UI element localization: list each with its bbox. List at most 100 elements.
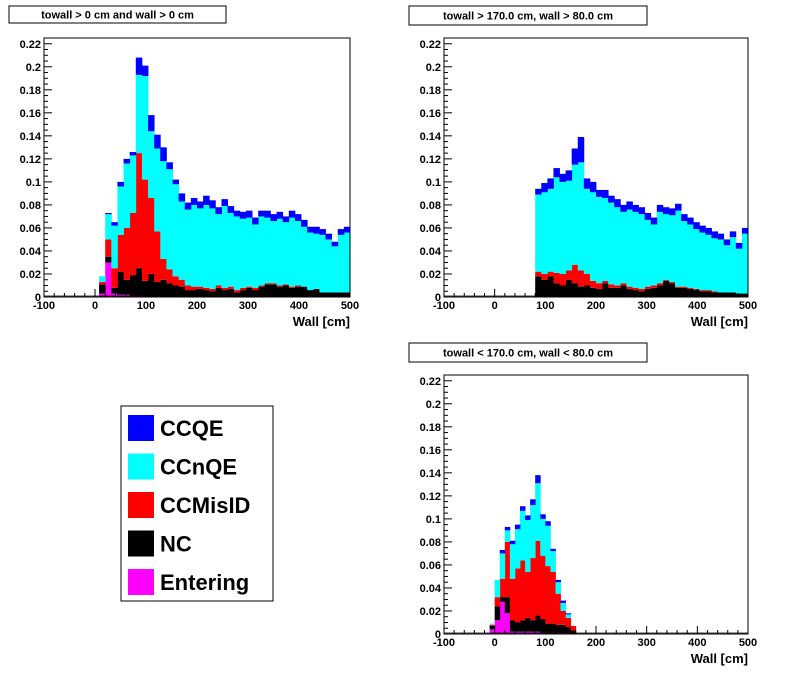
bar-ccnqe-4 (559, 181, 566, 274)
bar-ccnqe-8 (583, 188, 591, 274)
bar-nc-10 (105, 256, 112, 263)
bar-ccnqe-30 (717, 239, 725, 293)
bar-ccmisid-20 (656, 283, 664, 286)
bar-ccmisid-16 (570, 625, 577, 631)
bar-ccmisid-24 (190, 286, 198, 291)
bar-ccmisid-0 (489, 624, 496, 626)
bar-ccnqe-14 (560, 602, 566, 611)
bar-ccqe-6 (571, 148, 579, 165)
bar-nc-35 (258, 286, 265, 297)
bar-ccqe-14 (560, 600, 566, 603)
bar-ccmisid-20 (166, 269, 173, 284)
bar-ccqe-20 (656, 204, 664, 212)
bar-ccmisid-27 (699, 290, 706, 292)
bar-ccnqe-44 (313, 233, 320, 289)
bar-ccqe-1 (541, 183, 548, 193)
bar-ccmisid-15 (135, 153, 143, 269)
title-box (408, 5, 648, 26)
x-tick-label: -100 (433, 637, 455, 649)
bar-ccmisid-16 (632, 287, 639, 291)
x-tick-label: 200 (188, 300, 206, 312)
bar-ccnqe-25 (197, 208, 204, 287)
bar-ccmisid-19 (650, 285, 658, 288)
x-tick-label: -100 (433, 300, 455, 312)
x-tick-label: 400 (688, 637, 706, 649)
bar-nc-23 (675, 287, 682, 297)
x-tick-label: 0 (492, 300, 498, 312)
bar-ccqe-37 (270, 214, 277, 222)
bar-ccnqe-0 (535, 194, 542, 272)
bar-nc-49 (343, 292, 351, 297)
bar-ccqe-16 (141, 65, 149, 76)
bar-ccmisid-23 (675, 286, 682, 288)
bar-ccqe-12 (550, 548, 556, 552)
bar-entering-13 (555, 632, 561, 634)
bar-ccnqe-5 (514, 529, 521, 569)
x-tick-label: 300 (637, 637, 655, 649)
bar-ccqe-11 (602, 189, 609, 199)
plot-area (444, 375, 748, 634)
bar-nc-22 (668, 283, 676, 297)
bar-nc-23 (184, 290, 192, 297)
bar-nc-4 (559, 285, 566, 297)
bar-nc-45 (319, 292, 326, 297)
bar-ccqe-3 (504, 526, 511, 531)
bar-ccnqe-22 (178, 201, 186, 280)
bar-ccmisid-6 (571, 264, 579, 284)
x-tick-label: 200 (587, 637, 605, 649)
bar-ccmisid-35 (258, 285, 265, 287)
bar-ccmisid-23 (184, 285, 192, 291)
bar-ccnqe-26 (203, 204, 210, 288)
bar-ccnqe-32 (239, 218, 247, 288)
bar-ccnqe-21 (172, 184, 180, 277)
bar-nc-3 (504, 597, 511, 614)
bar-nc-34 (252, 290, 259, 297)
y-tick-label: 0.08 (420, 537, 441, 549)
bar-ccnqe-48 (337, 234, 345, 293)
bar-nc-32 (729, 292, 737, 297)
y-tick-label: 0.14 (20, 131, 42, 143)
bar-ccqe-28 (705, 227, 712, 235)
bar-ccnqe-22 (668, 215, 676, 283)
bar-nc-25 (197, 288, 204, 297)
bar-ccmisid-24 (681, 286, 688, 288)
bar-ccmisid-13 (123, 227, 131, 280)
bar-nc-15 (626, 288, 633, 297)
bar-ccqe-13 (614, 199, 621, 208)
bar-ccnqe-14 (129, 155, 137, 213)
x-tick-label: 0 (492, 637, 498, 649)
bar-ccnqe-32 (729, 237, 737, 293)
bar-nc-41 (294, 286, 302, 297)
bar-ccqe-29 (711, 231, 718, 239)
bar-nc-16 (570, 630, 577, 634)
bar-nc-33 (735, 293, 743, 297)
bar-ccqe-22 (668, 208, 676, 216)
bar-ccmisid-36 (264, 283, 271, 285)
bar-ccnqe-2 (499, 553, 506, 579)
bar-nc-27 (699, 291, 706, 297)
bar-nc-29 (711, 292, 718, 297)
bar-nc-11 (545, 623, 551, 633)
bar-nc-32 (239, 290, 247, 297)
title-box (408, 342, 648, 363)
bar-ccnqe-28 (705, 234, 712, 291)
bar-ccmisid-17 (638, 288, 646, 292)
bar-ccmisid-2 (499, 578, 506, 598)
bar-nc-39 (282, 285, 290, 297)
bar-ccmisid-9 (99, 282, 106, 285)
bar-entering-10 (540, 632, 546, 634)
bar-ccnqe-10 (596, 196, 603, 284)
bar-nc-4 (509, 620, 516, 632)
bar-ccqe-10 (596, 189, 603, 197)
bars (489, 475, 577, 634)
bar-ccmisid-9 (589, 280, 597, 288)
bar-ccqe-5 (514, 524, 521, 530)
bar-nc-16 (141, 280, 149, 296)
bar-nc-18 (644, 288, 652, 297)
bar-ccmisid-41 (294, 285, 302, 287)
legend-label-ccqe: CCQE (160, 416, 224, 441)
bar-ccqe-2 (547, 178, 554, 189)
bar-ccnqe-29 (221, 206, 228, 288)
y-tick-label: 0.08 (420, 200, 441, 212)
